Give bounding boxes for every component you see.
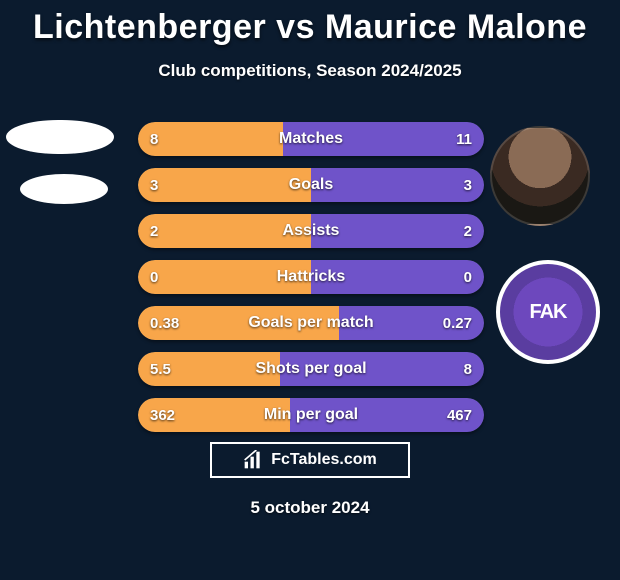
stat-value-left: 362 — [138, 398, 187, 432]
stat-value-right: 467 — [435, 398, 484, 432]
club-badge-text: FAK — [506, 270, 590, 354]
stat-value-left: 0.38 — [138, 306, 191, 340]
left-player-avatar — [6, 120, 114, 154]
stat-value-right: 8 — [452, 352, 484, 386]
stat-row: 22Assists — [138, 214, 484, 248]
brand-logo[interactable]: FcTables.com — [210, 442, 410, 478]
stat-value-left: 0 — [138, 260, 170, 294]
stat-value-right: 3 — [452, 168, 484, 202]
chart-icon — [243, 450, 263, 470]
stat-row: 811Matches — [138, 122, 484, 156]
stat-value-left: 5.5 — [138, 352, 183, 386]
right-player-club-badge: FAK — [496, 260, 600, 364]
stat-row: 00Hattricks — [138, 260, 484, 294]
footer-date: 5 october 2024 — [0, 498, 620, 518]
stat-value-right: 11 — [444, 122, 484, 156]
stat-row: 362467Min per goal — [138, 398, 484, 432]
right-player-avatar — [490, 126, 590, 226]
stat-value-left: 3 — [138, 168, 170, 202]
stat-row: 5.58Shots per goal — [138, 352, 484, 386]
stat-row: 0.380.27Goals per match — [138, 306, 484, 340]
stat-value-left: 8 — [138, 122, 170, 156]
stat-value-right: 0 — [452, 260, 484, 294]
stat-value-left: 2 — [138, 214, 170, 248]
stat-value-right: 2 — [452, 214, 484, 248]
left-player-club-badge — [20, 174, 108, 204]
stat-row: 33Goals — [138, 168, 484, 202]
brand-text: FcTables.com — [271, 451, 377, 469]
comparison-chart: 811Matches33Goals22Assists00Hattricks0.3… — [138, 122, 484, 444]
stat-value-right: 0.27 — [431, 306, 484, 340]
page-title: Lichtenberger vs Maurice Malone — [0, 0, 620, 47]
page-subtitle: Club competitions, Season 2024/2025 — [0, 61, 620, 81]
